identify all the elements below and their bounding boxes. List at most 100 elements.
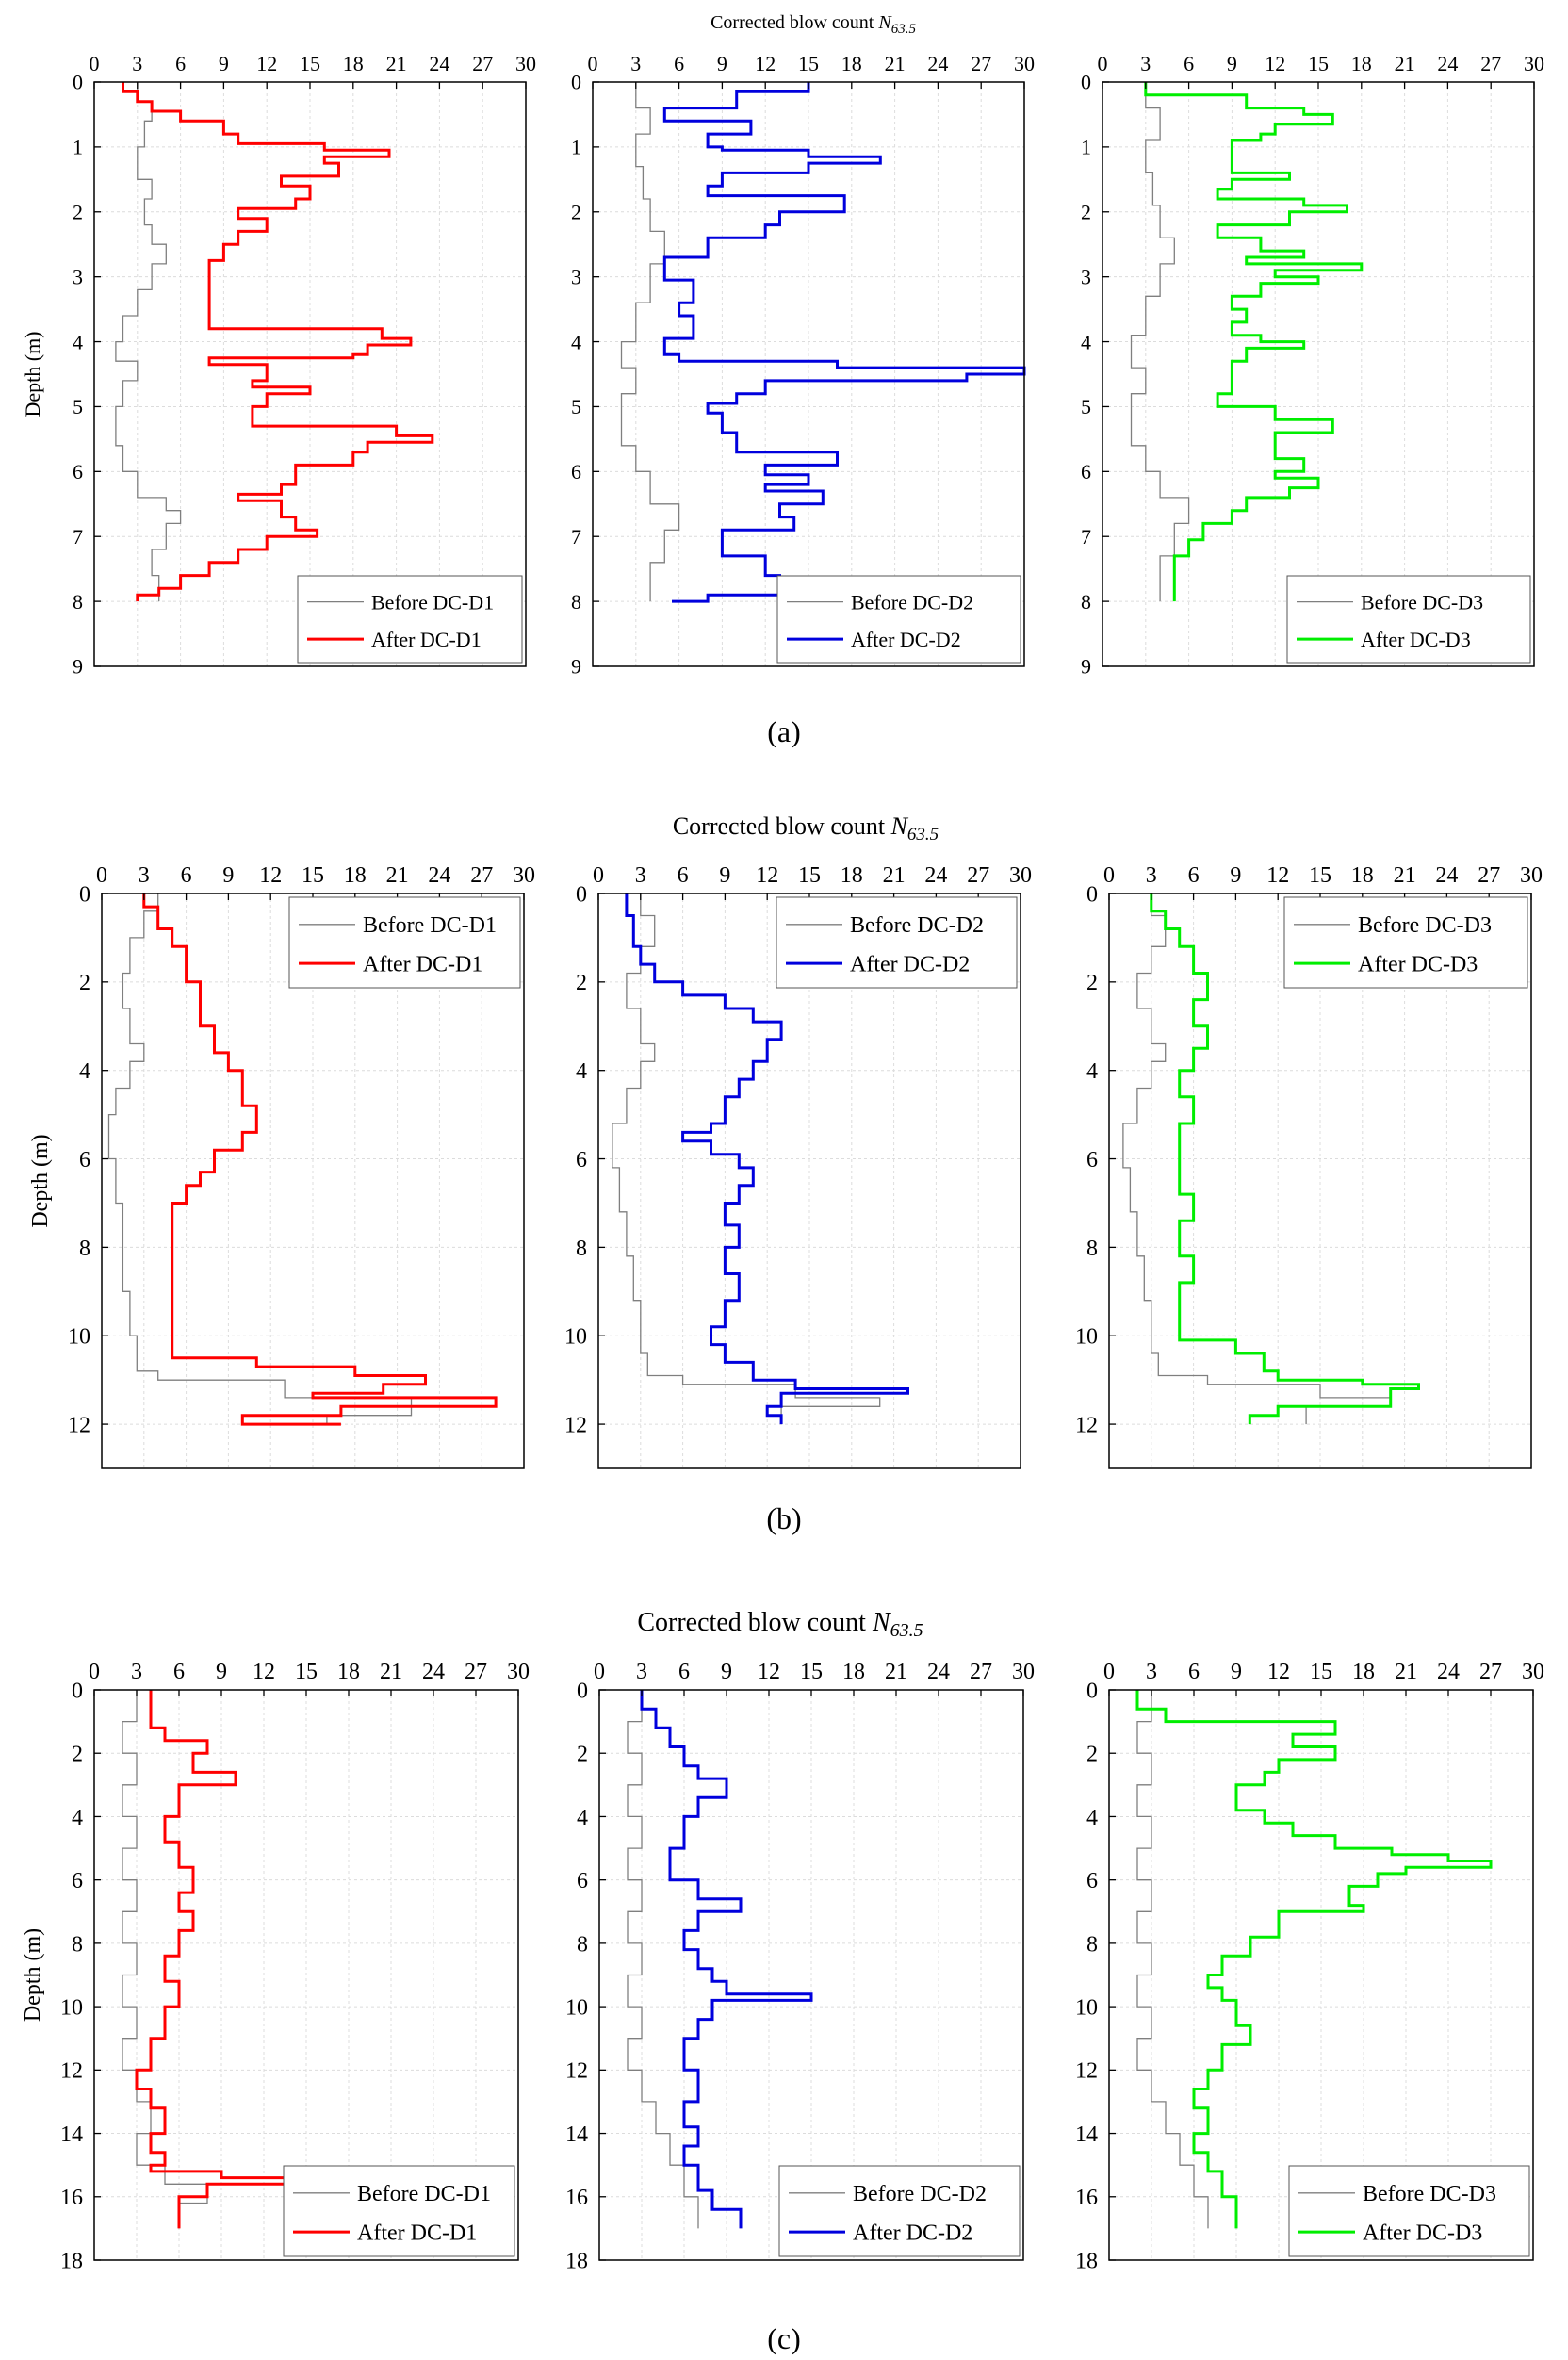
y-tick-label: 18: [565, 2249, 588, 2273]
legend: Before DC-D1 After DC-D1: [288, 896, 521, 989]
y-tick-label: 6: [1081, 460, 1091, 483]
y-tick-label: 9: [1081, 655, 1091, 679]
x-tick-label: 24: [429, 52, 449, 75]
panel-c-3: 0 3 6 9 12 15 18 21 24 27 30024681012141618Before …: [1075, 1660, 1544, 2273]
x-tick-label: 12: [1267, 1660, 1290, 1684]
series-before-a-3: [1130, 82, 1190, 602]
x-tick-label: 15: [295, 1660, 318, 1684]
y-tick-label: 0: [73, 71, 83, 94]
y-tick-label: 2: [571, 200, 581, 223]
y-tick-label: 8: [1086, 1932, 1098, 1957]
legend-label-before: Before DC-D2: [850, 913, 984, 938]
y-tick-label: 6: [576, 1148, 587, 1172]
x-tick-label: 18: [841, 52, 862, 75]
legend-label-before: Before DC-D1: [363, 913, 497, 938]
y-tick-label: 5: [1081, 395, 1091, 418]
x-tick-label: 3: [630, 52, 641, 75]
xaxis-title-row-b: Corrected blow count N63.5: [673, 812, 939, 844]
x-tick-label: 9: [222, 863, 234, 888]
y-tick-label: 14: [60, 2122, 83, 2147]
legend-label-after: After DC-D1: [363, 952, 482, 976]
series-before-b-1: [107, 893, 413, 1425]
x-tick-label: 27: [1480, 52, 1501, 75]
x-tick-label: 18: [344, 863, 367, 888]
panel-c-2: 0 3 6 9 12 15 18 21 24 27 30024681012141618Before …: [565, 1660, 1035, 2273]
legend-box: [288, 896, 521, 989]
legend-label-before: Before DC-D2: [851, 590, 973, 614]
x-tick-label: 21: [1395, 1660, 1417, 1684]
x-tick-label: 3: [1140, 52, 1151, 75]
subfigure-label-a: (a): [767, 714, 801, 748]
legend-box: [778, 2165, 1021, 2257]
y-tick-label: 6: [72, 1869, 83, 1893]
subfigure-label-c: (c): [767, 2321, 801, 2355]
x-tick-label: 6: [175, 52, 186, 75]
y-tick-label: 2: [73, 200, 83, 223]
x-tick-label: 27: [967, 863, 989, 888]
y-tick-label: 6: [1086, 1869, 1098, 1893]
x-tick-label: 15: [800, 1660, 823, 1684]
y-tick-label: 16: [1075, 2186, 1098, 2210]
x-tick-label: 0: [90, 52, 100, 75]
y-tick-label: 5: [571, 395, 581, 418]
x-tick-label: 18: [1351, 863, 1374, 888]
y-tick-label: 1: [73, 136, 83, 159]
legend: Before DC-D2 After DC-D2: [776, 896, 1018, 989]
x-tick-label: 27: [970, 1660, 992, 1684]
y-tick-label: 10: [1075, 1996, 1098, 2021]
legend: Before DC-D1 After DC-D1: [297, 575, 523, 664]
y-tick-label: 0: [1086, 1679, 1098, 1703]
y-tick-label: 7: [571, 525, 581, 549]
y-tick-label: 9: [73, 655, 83, 679]
x-tick-label: 3: [132, 52, 142, 75]
y-tick-label: 8: [577, 1932, 588, 1957]
legend-label-before: Before DC-D3: [1363, 2182, 1496, 2206]
x-tick-label: 21: [386, 52, 407, 75]
xaxis-title-row-a: Corrected blow count N63.5: [710, 12, 916, 37]
y-tick-label: 0: [576, 882, 587, 907]
legend-label-after: After DC-D3: [1358, 952, 1478, 976]
y-tick-label: 0: [72, 1679, 83, 1703]
y-tick-label: 3: [73, 265, 83, 288]
legend: Before DC-D1 After DC-D1: [283, 2165, 515, 2257]
x-tick-label: 15: [1309, 863, 1331, 888]
y-tick-label: 12: [1075, 1413, 1098, 1437]
x-tick-label: 30: [515, 52, 536, 75]
x-tick-label: 0: [1103, 1660, 1115, 1684]
y-tick-label: 7: [73, 525, 83, 549]
x-tick-label: 30: [1524, 52, 1544, 75]
y-tick-label: 4: [72, 1806, 83, 1830]
y-tick-label: 10: [1075, 1325, 1098, 1350]
x-tick-label: 6: [678, 863, 689, 888]
x-tick-label: 9: [219, 52, 229, 75]
x-tick-label: 30: [1014, 52, 1035, 75]
y-tick-label: 4: [1086, 1806, 1098, 1830]
y-tick-label: 6: [571, 460, 581, 483]
x-tick-label: 27: [1479, 1660, 1502, 1684]
x-tick-label: 12: [1265, 52, 1285, 75]
x-tick-label: 21: [386, 863, 409, 888]
x-tick-label: 3: [636, 1660, 647, 1684]
x-tick-label: 18: [841, 863, 863, 888]
y-axis-label: Depth (m): [21, 331, 44, 417]
y-tick-label: 4: [577, 1806, 588, 1830]
x-tick-label: 3: [139, 863, 150, 888]
x-tick-label: 0: [588, 52, 598, 75]
y-tick-label: 8: [72, 1932, 83, 1957]
x-tick-label: 24: [1437, 52, 1458, 75]
series-before-c-2: [627, 1690, 699, 2229]
x-tick-label: 30: [513, 863, 535, 888]
legend: Before DC-D3 After DC-D3: [1283, 896, 1528, 989]
legend-label-before: Before DC-D1: [371, 590, 494, 614]
y-tick-label: 8: [571, 590, 581, 614]
x-tick-label: 30: [1520, 863, 1543, 888]
y-tick-label: 0: [571, 71, 581, 94]
series-after-b-1: [142, 893, 498, 1426]
series-before-b-2: [612, 893, 881, 1425]
y-tick-label: 16: [60, 2186, 83, 2210]
legend: Before DC-D2 After DC-D2: [778, 2165, 1021, 2257]
